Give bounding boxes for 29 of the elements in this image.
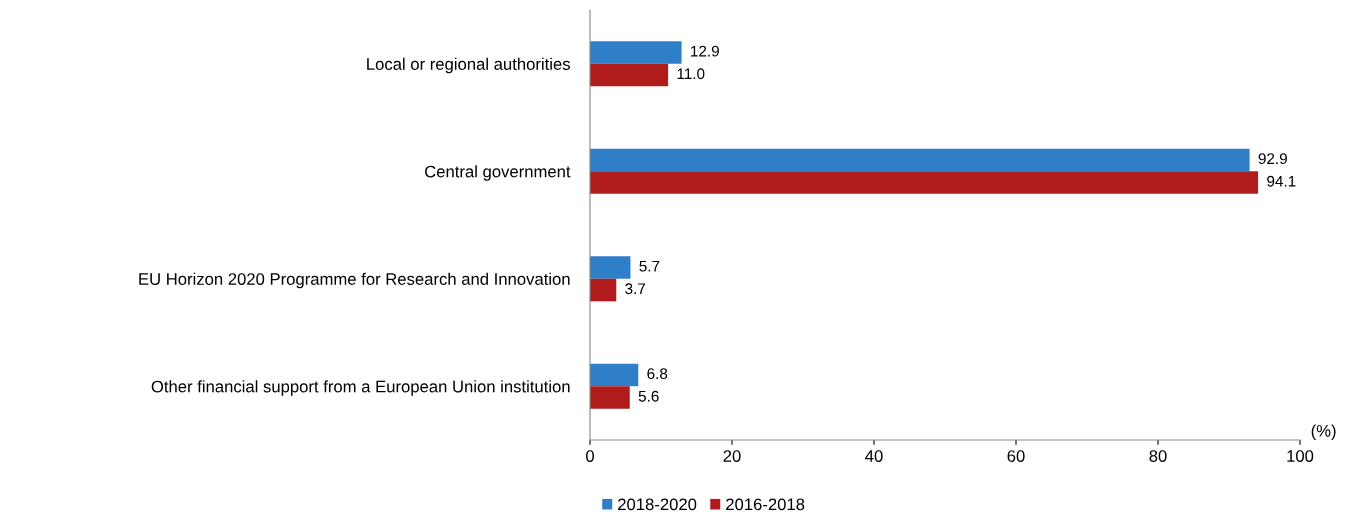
x-tick-label: 0 [586,450,594,462]
y-tick-label: Local or regional authorities [367,57,570,74]
data-label: 12.9 [691,45,719,57]
bar [590,148,1250,172]
x-tick-label: 20 [723,450,741,462]
data-label: 6.8 [647,368,668,380]
bar [590,41,682,64]
data-label: 5.6 [638,390,659,402]
x-tick-label: 80 [1149,450,1167,462]
bar [590,63,669,87]
y-tick-label: Other financial support from a European Union institution [151,380,570,396]
x-tick-label: 100 [1287,450,1314,462]
x-tick-label: 60 [1007,450,1025,462]
x-tick-label: 40 [865,450,883,462]
bar [590,363,639,387]
bar [590,386,630,409]
bar [590,171,1259,194]
y-tick-label: EU Horizon 2020 Programme for Research and Innovation [139,272,570,289]
bar [590,278,617,302]
data-label: 92.9 [1258,153,1287,165]
bar [590,256,631,279]
legend-label: 2016-2018 [726,498,805,511]
data-label: 11.0 [677,68,705,80]
y-tick-label: Central government [425,165,571,181]
x-axis-title: (%) [1311,424,1336,440]
legend-label: 2018-2020 [618,498,697,511]
data-label: 94.1 [1267,175,1296,187]
data-label: 5.7 [639,260,660,272]
data-label: 3.7 [625,283,646,295]
